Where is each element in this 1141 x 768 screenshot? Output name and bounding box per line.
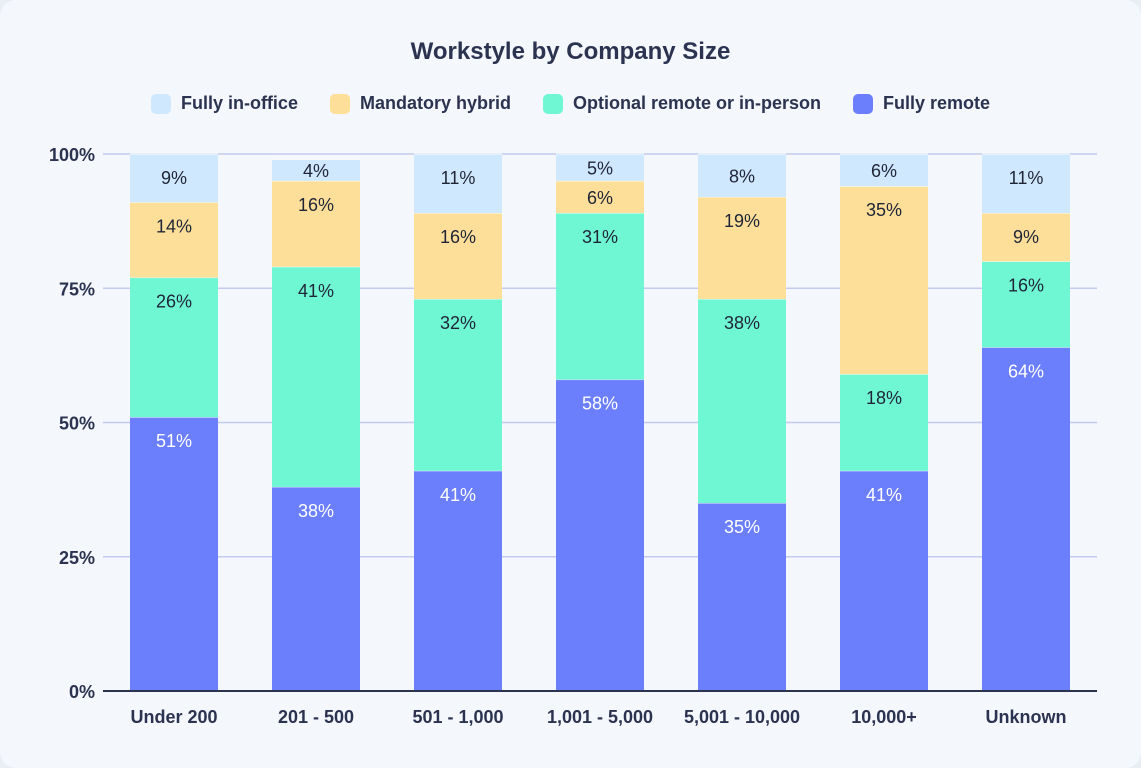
data-label: 16%: [298, 195, 334, 215]
bar-segment: [130, 417, 218, 691]
legend-item[interactable]: Fully remote: [853, 93, 990, 114]
bar-segment: [698, 503, 786, 691]
bar-segment: [414, 470, 502, 691]
data-label: 31%: [582, 227, 618, 247]
data-label: 16%: [1008, 275, 1044, 295]
legend-swatch: [150, 93, 171, 114]
data-label: 11%: [441, 168, 476, 188]
data-label: 19%: [724, 211, 760, 231]
x-tick-label: 1,001 - 5,000: [547, 707, 653, 727]
bar-segment: [272, 180, 360, 267]
data-label: 58%: [582, 394, 618, 414]
x-tick-label: 501 - 1,000: [412, 707, 503, 727]
bar-segment: [556, 180, 644, 214]
chart-title: Workstyle by Company Size: [410, 38, 731, 65]
data-label: 9%: [1013, 227, 1039, 247]
data-label: 41%: [866, 485, 902, 505]
data-label: 41%: [298, 281, 334, 301]
data-label: 35%: [866, 200, 902, 220]
legend-item[interactable]: Mandatory hybrid: [329, 93, 511, 114]
data-label: 51%: [156, 431, 192, 451]
data-label: 4%: [303, 161, 329, 181]
data-label: 6%: [871, 161, 897, 181]
legend-label: Fully in-office: [180, 93, 298, 113]
data-label: 8%: [729, 166, 755, 186]
bar-segment: [698, 298, 786, 504]
data-label: 35%: [724, 517, 760, 537]
bar-segment: [840, 186, 928, 375]
data-label: 64%: [1008, 361, 1044, 381]
bar-segment: [414, 154, 502, 214]
y-tick-label: 0%: [69, 682, 95, 702]
bar-segment: [272, 486, 360, 691]
bar-segment: [982, 261, 1070, 348]
data-label: 14%: [156, 216, 192, 236]
y-tick-label: 50%: [59, 414, 95, 434]
bar-segment: [698, 154, 786, 197]
bar-segment: [414, 298, 502, 471]
bar-segment: [982, 347, 1070, 691]
legend-swatch: [542, 93, 563, 114]
bar-segment: [840, 374, 928, 471]
bar-segment: [272, 266, 360, 487]
legend-swatch: [329, 93, 350, 114]
legend-label: Fully remote: [883, 93, 991, 113]
data-label: 38%: [298, 501, 334, 521]
y-tick-label: 25%: [59, 548, 95, 568]
bar-segment: [982, 213, 1070, 262]
data-label: 41%: [440, 485, 476, 505]
x-tick-label: 201 - 500: [278, 707, 354, 727]
bar-segment: [840, 470, 928, 691]
bar-segment: [556, 379, 644, 691]
x-tick-label: 5,001 - 10,000: [684, 707, 800, 727]
legend-label: Optional remote or in-person: [572, 93, 821, 113]
bar-segment: [698, 196, 786, 299]
x-tick-label: Unknown: [986, 707, 1067, 727]
bar-segment: [414, 213, 502, 299]
bar-segment: [130, 202, 218, 278]
bar-segment: [130, 154, 218, 203]
y-tick-label: 75%: [59, 279, 95, 299]
legend-label: Mandatory hybrid: [359, 93, 511, 113]
y-tick-label: 100%: [49, 145, 95, 165]
data-label: 6%: [587, 188, 613, 208]
bar-segment: [556, 213, 644, 380]
data-label: 18%: [866, 388, 902, 408]
bar-segment: [272, 159, 360, 181]
x-tick-label: 10,000+: [851, 707, 917, 727]
data-label: 32%: [440, 313, 476, 333]
data-label: 38%: [724, 313, 760, 333]
legend-item[interactable]: Optional remote or in-person: [542, 93, 821, 114]
data-label: 11%: [1009, 168, 1044, 188]
bar-segment: [982, 154, 1070, 214]
data-label: 5%: [587, 158, 613, 178]
bar-segment: [130, 277, 218, 418]
x-tick-label: Under 200: [130, 707, 217, 727]
chart-legend: Fully in-office Mandatory hybrid Optional …: [0, 93, 1141, 114]
data-label: 26%: [156, 292, 192, 312]
bar-segment: [556, 154, 644, 181]
legend-item[interactable]: Fully in-office: [150, 93, 298, 114]
bar-segment: [840, 154, 928, 187]
data-label: 9%: [161, 168, 187, 188]
data-label: 16%: [440, 227, 476, 247]
legend-swatch: [853, 93, 873, 114]
